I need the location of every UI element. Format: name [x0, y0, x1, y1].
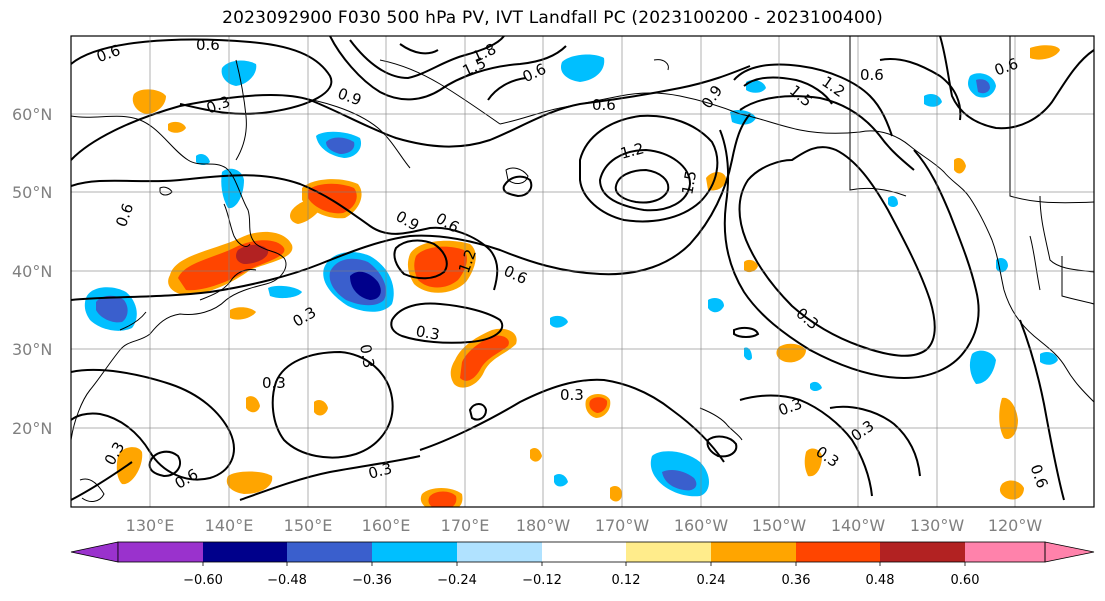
shade-negative [708, 298, 724, 313]
colorbar-bin [287, 542, 372, 562]
colorbar-bin [118, 542, 203, 562]
shade-positive [246, 396, 260, 413]
contour-label: 0.6 [860, 66, 884, 84]
colorbar-bin [965, 542, 1045, 562]
contour-labels: 0.6 0.6 0.3 1.8 1.5 0.6 0.9 0.6 0.9 1.2 … [94, 36, 1051, 493]
lat-label: 40°N [12, 262, 52, 281]
colorbar-tick-label: 0.60 [951, 573, 980, 588]
shade-negative [744, 347, 752, 361]
longitude-labels: 130°E 140°E 150°E 160°E 170°E 180°W 170°… [126, 516, 1043, 535]
shade-positive [308, 183, 357, 214]
colorbar-bin [542, 542, 626, 562]
shade-positive [132, 89, 166, 114]
colorbar-bin [203, 542, 287, 562]
shade-negative [810, 381, 822, 391]
shade-negative [554, 474, 568, 487]
colorbar-bin [457, 542, 542, 562]
colorbar-tick-label: −0.60 [183, 573, 223, 588]
contour-label: 1.5 [678, 169, 700, 196]
shade-positive [226, 471, 273, 494]
shade-positive [999, 480, 1024, 500]
shade-negative [221, 168, 244, 209]
lon-label: 130°W [910, 516, 965, 535]
colorbar-tick-label: −0.48 [267, 573, 307, 588]
lon-label: 150°W [752, 516, 807, 535]
shade-negative [746, 80, 766, 93]
lon-label: 150°E [284, 516, 333, 535]
shade-positive [314, 400, 328, 416]
map-title: 2023092900 F030 500 hPa PV, IVT Landfall… [222, 8, 883, 28]
shade-positive [589, 397, 608, 413]
lon-label: 160°W [674, 516, 729, 535]
shade-negative [888, 196, 898, 207]
colorbar: −0.60 −0.48 −0.36 −0.24 −0.12 0.12 0.24 … [70, 541, 1095, 588]
lon-label: 130°E [126, 516, 175, 535]
colorbar-bin [711, 542, 796, 562]
shade-positive [1030, 45, 1060, 60]
shade-negative [268, 285, 302, 299]
shade-positive [610, 486, 622, 502]
shade-positive [230, 307, 256, 320]
shade-negative [560, 54, 605, 82]
shade-negative [196, 154, 210, 165]
contour-label: 0.3 [414, 322, 441, 344]
lat-label: 30°N [12, 340, 52, 359]
colorbar-bin [880, 542, 965, 562]
shade-negative [969, 350, 996, 384]
shade-positive [428, 491, 457, 507]
lon-label: 120°W [988, 516, 1043, 535]
latitude-labels: 60°N 50°N 40°N 30°N 20°N [12, 105, 52, 438]
coastlines [71, 36, 1094, 502]
colorbar-bin [796, 542, 880, 562]
shade-positive [954, 158, 966, 174]
shade-positive [530, 448, 542, 462]
lat-label: 60°N [12, 105, 52, 124]
contour-label: 0.6 [196, 36, 220, 54]
shade-negative [550, 315, 568, 328]
colorbar-tick-label: −0.36 [352, 573, 392, 588]
shade-positive [236, 244, 269, 264]
lon-label: 140°W [831, 516, 886, 535]
colorbar-bin [372, 542, 457, 562]
shade-negative [662, 470, 697, 491]
lat-label: 50°N [12, 183, 52, 202]
colorbar-tick-label: 0.24 [697, 573, 726, 588]
lon-label: 170°E [441, 516, 490, 535]
graticule [71, 36, 1094, 507]
contour-label: 0.3 [366, 459, 394, 483]
shade-negative [350, 271, 381, 300]
lat-label: 20°N [12, 419, 52, 438]
shade-negative [326, 137, 355, 154]
colorbar-tick-label: −0.12 [522, 573, 562, 588]
map-frame [70, 35, 1095, 508]
colorbar-tick-label: 0.12 [612, 573, 641, 588]
shade-positive [999, 397, 1018, 440]
contour-label: 0.3 [560, 386, 584, 404]
colorbar-extend-high [1044, 541, 1095, 563]
shade-positive [116, 447, 143, 485]
colorbar-bin [626, 542, 711, 562]
shade-positive [804, 448, 822, 477]
lon-label: 170°W [595, 516, 650, 535]
lon-label: 140°E [205, 516, 254, 535]
contour-label: 0.6 [592, 96, 616, 114]
colorbar-extend-low [70, 541, 119, 563]
lon-label: 180°W [516, 516, 571, 535]
shade-positive [776, 343, 806, 363]
colorbar-tick-label: 0.36 [782, 573, 811, 588]
contour-label: 0.3 [262, 374, 286, 392]
colorbar-tick-label: −0.24 [437, 573, 477, 588]
shade-negative [1040, 352, 1058, 365]
shade-negative [996, 258, 1008, 273]
shade-negative [976, 79, 990, 94]
shade-positive [744, 259, 758, 273]
shade-positive [168, 121, 186, 133]
contour-label: 0.3 [356, 343, 378, 370]
lon-label: 160°E [362, 516, 411, 535]
shade-positive [460, 335, 509, 381]
colorbar-tick-label: 0.48 [866, 573, 895, 588]
shade-negative [96, 295, 128, 323]
contour-label: 1.2 [618, 139, 646, 163]
